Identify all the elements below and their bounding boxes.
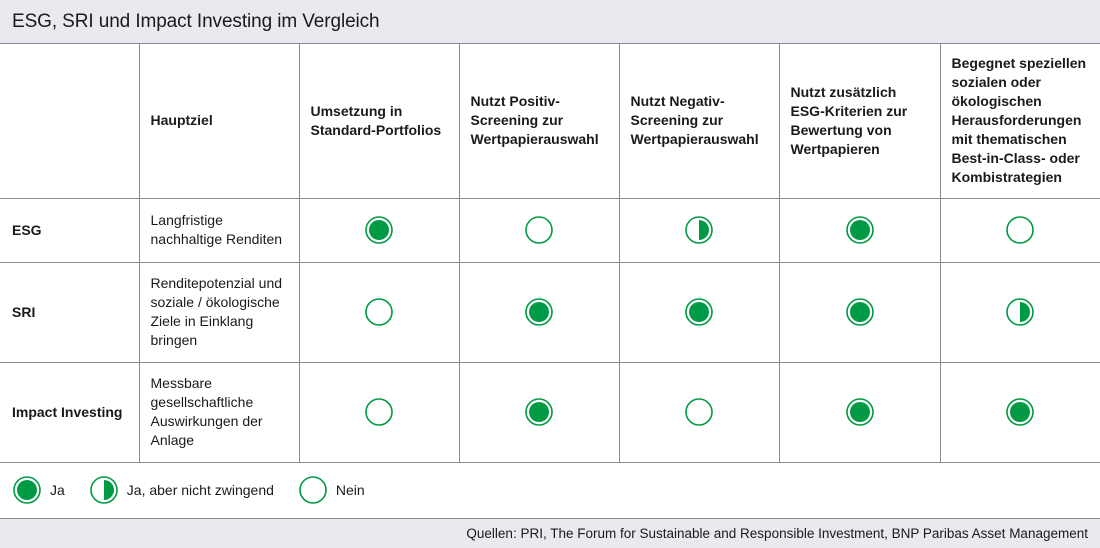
row-label: Impact Investing <box>0 362 140 463</box>
legend-label-partial: Ja, aber nicht zwingend <box>126 482 274 498</box>
rating-circle-icon <box>1006 398 1035 426</box>
rating-cell <box>459 198 620 263</box>
rating-cell <box>619 198 780 263</box>
rating-cell <box>779 198 941 263</box>
legend: Ja Ja, aber nicht zwingend Nein <box>0 462 1100 519</box>
rating-circle-icon <box>685 298 713 326</box>
rating-circle-icon <box>845 298 874 326</box>
row-goal: Renditepotenzial und soziale / ökologisc… <box>139 262 300 363</box>
rating-circle-icon <box>365 298 393 326</box>
rating-cell <box>299 362 460 463</box>
comparison-table: Hauptziel Umsetzung in Standard-Portfoli… <box>0 44 1100 463</box>
legend-item-partial: Ja, aber nicht zwingend <box>89 476 274 504</box>
row-goal: Messbare gesellschaftliche Auswirkungen … <box>139 362 300 463</box>
legend-label-yes: Ja <box>50 482 65 498</box>
rating-cell <box>940 362 1100 463</box>
rating-cell <box>619 362 780 463</box>
row-label: ESG <box>0 198 140 263</box>
table-row: ESG Langfristige nachhaltige Renditen <box>0 198 1100 263</box>
rating-circle-icon <box>1006 216 1035 244</box>
rating-circle-icon <box>525 298 553 326</box>
empty-circle-icon <box>299 476 327 504</box>
rating-cell <box>619 262 780 363</box>
half-circle-icon <box>89 476 118 504</box>
header-positive-screening: Nutzt Positiv-Screening zur Wertpapierau… <box>459 44 620 199</box>
rating-circle-icon <box>845 216 874 244</box>
page-title: ESG, SRI und Impact Investing im Verglei… <box>12 10 380 32</box>
full-circle-icon <box>13 476 41 504</box>
rating-circle-icon <box>365 216 393 244</box>
rating-cell <box>299 262 460 363</box>
rating-circle-icon <box>365 398 393 426</box>
legend-item-no: Nein <box>299 476 365 504</box>
rating-circle-icon <box>1006 298 1035 326</box>
rating-cell <box>459 362 620 463</box>
header-thematic-strategies: Begegnet speziellen sozialen oder ökolog… <box>940 44 1100 199</box>
rating-circle-icon <box>685 398 713 426</box>
table-row: Impact Investing Messbare gesellschaftli… <box>0 362 1100 463</box>
rating-cell <box>779 262 941 363</box>
header-cell-empty <box>0 44 140 199</box>
header-negative-screening: Nutzt Negativ-Screening zur Wertpapierau… <box>619 44 780 199</box>
header-main-goal: Hauptziel <box>139 44 300 199</box>
rating-cell <box>940 262 1100 363</box>
rating-cell <box>459 262 620 363</box>
header-esg-criteria: Nutzt zusätzlich ESG-Kriterien zur Bewer… <box>779 44 941 199</box>
source-note: Quellen: PRI, The Forum for Sustainable … <box>0 519 1100 548</box>
table-row: SRI Renditepotenzial und soziale / ökolo… <box>0 262 1100 363</box>
row-label: SRI <box>0 262 140 363</box>
rating-cell <box>940 198 1100 263</box>
rating-cell <box>779 362 941 463</box>
header-standard-portfolios: Umsetzung in Standard-Portfolios <box>299 44 460 199</box>
row-goal: Langfristige nachhaltige Renditen <box>139 198 300 263</box>
title-bar: ESG, SRI und Impact Investing im Verglei… <box>0 0 1100 44</box>
rating-circle-icon <box>845 398 874 426</box>
rating-cell <box>299 198 460 263</box>
rating-circle-icon <box>525 398 553 426</box>
rating-circle-icon <box>685 216 713 244</box>
table-header-row: Hauptziel Umsetzung in Standard-Portfoli… <box>0 44 1100 199</box>
legend-label-no: Nein <box>335 482 365 498</box>
rating-circle-icon <box>525 216 553 244</box>
legend-item-yes: Ja <box>13 476 65 504</box>
